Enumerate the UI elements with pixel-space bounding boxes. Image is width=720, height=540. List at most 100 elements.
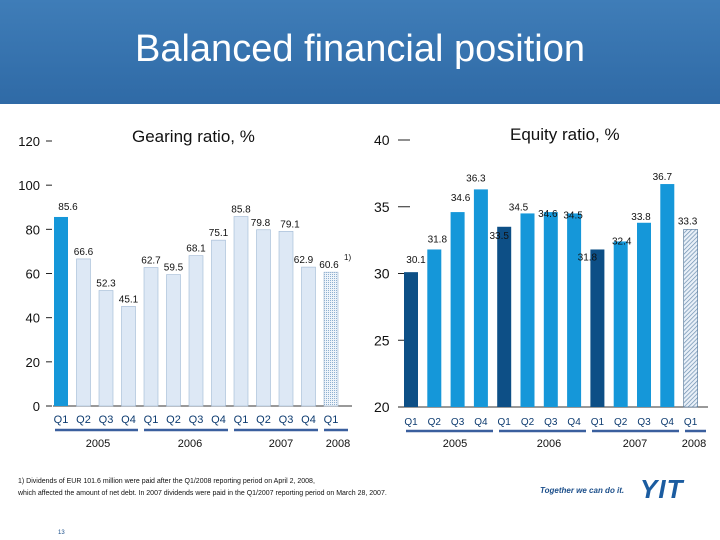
equity-quarter-label: Q3	[544, 417, 558, 428]
equity-data-label: 31.8	[578, 252, 598, 263]
gearing-quarter-label: Q2	[76, 414, 91, 426]
gearing-bar	[323, 271, 339, 407]
gearing-quarter-label: Q3	[279, 414, 294, 426]
equity-quarter-label: Q1	[684, 417, 698, 428]
equity-data-label: 36.3	[466, 173, 486, 184]
equity-chart-title: Equity ratio, %	[510, 125, 620, 144]
equity-data-label: 31.8	[428, 234, 448, 245]
gearing-bar	[211, 239, 226, 407]
gearing-bar	[166, 274, 181, 407]
gearing-bar	[278, 231, 294, 407]
equity-data-label: 32.4	[612, 236, 632, 247]
gearing-bar	[301, 266, 316, 407]
equity-bar	[683, 229, 698, 408]
gearing-ytick-label: 80	[26, 222, 40, 237]
gearing-data-label: 59.5	[164, 263, 184, 274]
equity-ytick-label: 40	[374, 132, 390, 148]
gearing-ytick-label: 100	[18, 178, 40, 193]
gearing-chart-title: Gearing ratio, %	[132, 127, 255, 146]
equity-data-label: 36.7	[653, 172, 673, 183]
equity-year-label: 2007	[623, 438, 647, 450]
equity-bar	[613, 241, 628, 407]
gearing-year-label: 2008	[326, 438, 350, 450]
gearing-ytick-label: 20	[26, 355, 40, 370]
page-number: 13	[58, 530, 65, 536]
gearing-quarter-label: Q4	[121, 414, 136, 426]
gearing-quarter-label: Q3	[189, 414, 204, 426]
gearing-bar	[121, 306, 136, 407]
equity-quarter-label: Q4	[567, 417, 581, 428]
gearing-data-label: 62.9	[294, 255, 314, 266]
equity-bar	[520, 213, 535, 407]
title-bar: Balanced financial position	[0, 0, 720, 104]
equity-bar	[567, 213, 582, 407]
equity-quarter-label: Q1	[404, 417, 418, 428]
yit-logo: YIT	[640, 474, 684, 504]
gearing-data-label: 85.6	[58, 202, 78, 213]
gearing-bar	[143, 267, 159, 407]
equity-data-label: 30.1	[406, 255, 426, 266]
equity-quarter-label: Q2	[521, 417, 535, 428]
footnote-line-2: which affected the amount of net debt. I…	[18, 490, 387, 497]
gearing-year-label: 2007	[269, 438, 293, 450]
gearing-data-label: 79.1	[280, 219, 300, 230]
equity-quarter-label: Q1	[591, 417, 605, 428]
gearing-quarter-label: Q3	[99, 414, 114, 426]
gearing-data-label: 60.6	[319, 260, 339, 271]
gearing-data-label: 45.1	[119, 294, 139, 305]
gearing-bar	[233, 216, 249, 407]
equity-data-label: 33.8	[631, 212, 651, 223]
footnote-line-1: 1) Dividends of EUR 101.6 million were p…	[18, 478, 315, 485]
gearing-data-label: 68.1	[186, 244, 206, 255]
equity-ytick-label: 20	[374, 399, 390, 415]
gearing-quarter-label: Q1	[324, 414, 339, 426]
charts-area: Gearing ratio, % 0 20 40 60 80 100 120 85.6 Q1 66.…	[18, 125, 708, 450]
equity-bar	[473, 189, 488, 407]
equity-bar	[497, 226, 512, 407]
gearing-data-label: 85.8	[231, 205, 251, 216]
gearing-ratio-chart: Gearing ratio, % 0 20 40 60 80 100 120 85.6 Q1 66.…	[18, 127, 352, 450]
gearing-data-label: 62.7	[141, 256, 161, 267]
gearing-ytick-label: 120	[18, 134, 40, 149]
gearing-year-label: 2005	[86, 438, 110, 450]
gearing-quarter-label: Q4	[301, 414, 316, 426]
equity-data-label: 34.5	[563, 210, 583, 221]
equity-ytick-label: 30	[374, 266, 390, 282]
equity-year-label: 2008	[682, 438, 706, 450]
equity-quarter-label: Q1	[498, 417, 512, 428]
gearing-bar	[256, 229, 271, 407]
equity-data-label: 34.5	[509, 202, 529, 213]
equity-data-label: 34.6	[451, 193, 471, 204]
equity-bar	[637, 222, 651, 407]
gearing-quarter-label: Q2	[256, 414, 271, 426]
gearing-bar	[98, 290, 114, 407]
gearing-year-label: 2006	[178, 438, 202, 450]
gearing-quarter-label: Q2	[166, 414, 181, 426]
gearing-bar	[188, 255, 204, 407]
equity-year-label: 2005	[443, 438, 467, 450]
equity-bar	[404, 272, 418, 407]
gearing-footnote-marker: 1)	[344, 253, 351, 262]
equity-quarter-label: Q4	[474, 417, 488, 428]
gearing-data-label: 75.1	[209, 228, 229, 239]
equity-bar	[590, 249, 605, 407]
equity-bar	[450, 212, 465, 407]
equity-quarter-label: Q3	[451, 417, 465, 428]
gearing-data-label: 79.8	[251, 218, 271, 229]
equity-quarter-label: Q2	[428, 417, 442, 428]
gearing-ytick-label: 60	[26, 267, 40, 282]
equity-bar	[660, 184, 675, 407]
equity-quarter-label: Q3	[637, 417, 651, 428]
equity-quarter-label: Q4	[661, 417, 675, 428]
gearing-data-label: 66.6	[74, 247, 94, 258]
equity-data-label: 33.5	[489, 231, 509, 242]
gearing-quarter-label: Q1	[234, 414, 249, 426]
gearing-ytick-label: 40	[26, 311, 40, 326]
equity-year-label: 2006	[537, 438, 561, 450]
equity-bar	[543, 212, 558, 407]
footnote: 1) Dividends of EUR 101.6 million were p…	[18, 476, 528, 500]
gearing-bar	[54, 216, 68, 406]
equity-data-label: 33.3	[678, 216, 698, 227]
gearing-quarter-label: Q1	[144, 414, 159, 426]
equity-ytick-label: 35	[374, 199, 390, 215]
